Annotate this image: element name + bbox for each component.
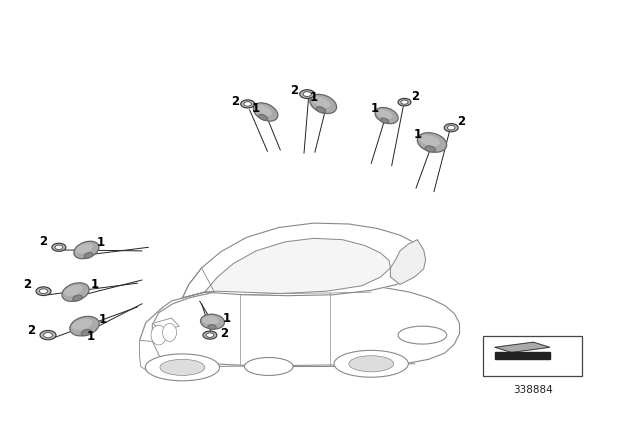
Text: 2: 2 bbox=[220, 327, 228, 340]
Ellipse shape bbox=[300, 90, 315, 99]
Polygon shape bbox=[140, 283, 460, 369]
Bar bbox=[483, 336, 582, 376]
Ellipse shape bbox=[419, 135, 440, 146]
Text: 1: 1 bbox=[310, 91, 317, 104]
Ellipse shape bbox=[334, 350, 408, 377]
Ellipse shape bbox=[259, 114, 268, 120]
Polygon shape bbox=[140, 340, 182, 374]
Ellipse shape bbox=[203, 331, 217, 339]
Text: 1: 1 bbox=[252, 102, 260, 116]
Text: 1: 1 bbox=[87, 330, 95, 344]
Ellipse shape bbox=[255, 105, 272, 116]
Ellipse shape bbox=[316, 107, 326, 113]
Ellipse shape bbox=[244, 102, 252, 106]
Text: 2: 2 bbox=[231, 95, 239, 108]
Ellipse shape bbox=[349, 356, 394, 372]
Ellipse shape bbox=[62, 283, 89, 302]
Ellipse shape bbox=[160, 359, 205, 375]
Ellipse shape bbox=[70, 316, 99, 336]
Text: 1: 1 bbox=[223, 311, 230, 325]
Ellipse shape bbox=[417, 133, 447, 152]
Ellipse shape bbox=[447, 125, 455, 130]
Text: 2: 2 bbox=[411, 90, 419, 103]
Polygon shape bbox=[495, 342, 550, 353]
Ellipse shape bbox=[206, 333, 214, 337]
Ellipse shape bbox=[81, 330, 92, 336]
Ellipse shape bbox=[381, 118, 388, 123]
Ellipse shape bbox=[40, 331, 56, 340]
Polygon shape bbox=[390, 240, 426, 284]
Ellipse shape bbox=[145, 354, 220, 381]
Text: 338884: 338884 bbox=[513, 385, 553, 396]
Ellipse shape bbox=[375, 108, 398, 124]
Ellipse shape bbox=[36, 287, 51, 296]
Ellipse shape bbox=[55, 245, 63, 250]
Ellipse shape bbox=[208, 325, 216, 329]
Ellipse shape bbox=[76, 243, 93, 254]
Text: 1: 1 bbox=[97, 236, 105, 249]
Ellipse shape bbox=[253, 103, 278, 121]
Polygon shape bbox=[140, 292, 214, 369]
Ellipse shape bbox=[303, 92, 311, 96]
Text: 2: 2 bbox=[291, 84, 298, 97]
Ellipse shape bbox=[241, 100, 255, 108]
Ellipse shape bbox=[312, 96, 330, 108]
Ellipse shape bbox=[73, 295, 82, 301]
Text: 2: 2 bbox=[27, 324, 35, 337]
Ellipse shape bbox=[244, 358, 293, 375]
Text: 1: 1 bbox=[414, 128, 422, 141]
Ellipse shape bbox=[376, 109, 393, 119]
Polygon shape bbox=[495, 352, 550, 359]
Ellipse shape bbox=[44, 332, 52, 338]
Ellipse shape bbox=[40, 289, 47, 293]
Text: 1: 1 bbox=[99, 313, 106, 327]
Ellipse shape bbox=[151, 325, 166, 345]
Ellipse shape bbox=[200, 314, 225, 329]
Ellipse shape bbox=[310, 95, 337, 113]
Ellipse shape bbox=[72, 319, 92, 330]
Ellipse shape bbox=[425, 146, 435, 152]
Text: 2: 2 bbox=[457, 115, 465, 129]
Ellipse shape bbox=[163, 323, 177, 341]
Text: 1: 1 bbox=[371, 102, 378, 115]
Ellipse shape bbox=[202, 316, 219, 324]
Ellipse shape bbox=[401, 100, 408, 104]
Polygon shape bbox=[205, 238, 390, 293]
Text: 1: 1 bbox=[91, 277, 99, 291]
Ellipse shape bbox=[74, 241, 99, 259]
Text: 2: 2 bbox=[23, 278, 31, 292]
Polygon shape bbox=[182, 223, 426, 298]
Ellipse shape bbox=[398, 99, 411, 106]
Ellipse shape bbox=[444, 124, 458, 132]
Text: 2: 2 bbox=[40, 235, 47, 249]
Ellipse shape bbox=[64, 285, 83, 296]
Polygon shape bbox=[152, 318, 179, 331]
Ellipse shape bbox=[52, 243, 66, 251]
Ellipse shape bbox=[398, 326, 447, 344]
Ellipse shape bbox=[84, 253, 93, 258]
